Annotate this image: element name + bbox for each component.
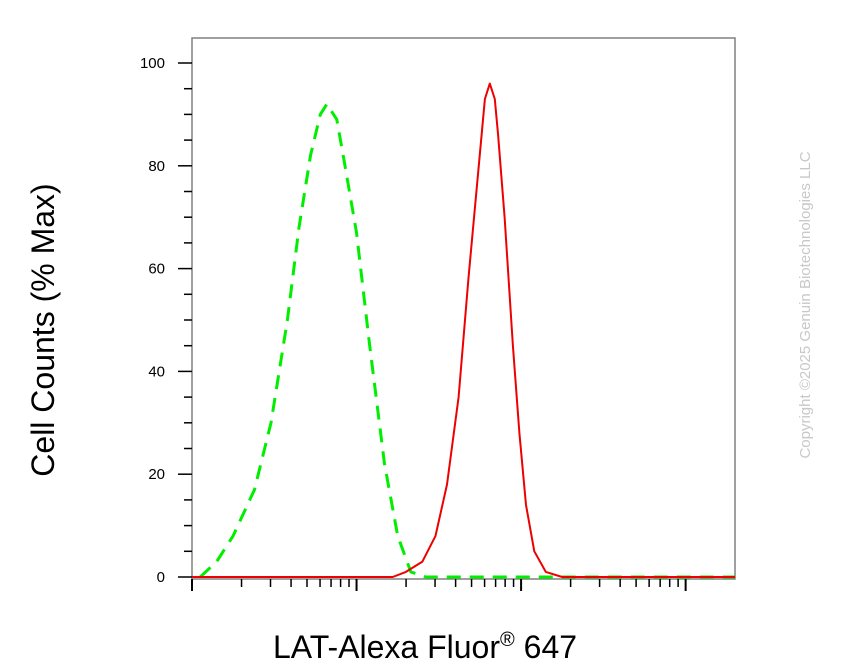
copyright-watermark: Copyright ©2025 Genuin Biotechnologies L…	[797, 151, 814, 458]
x-axis-label-main: LAT-Alexa Fluor	[273, 629, 500, 665]
series-layer	[192, 82, 735, 579]
x-axis-label-tail: 647	[515, 629, 577, 665]
y-tick-label: 60	[148, 261, 165, 278]
control-histogram-line	[199, 102, 735, 579]
y-tick-label: 20	[148, 466, 165, 483]
plot-frame	[191, 37, 736, 580]
x-axis-label: LAT-Alexa Fluor® 647	[273, 629, 577, 665]
y-tick-label: 80	[148, 158, 165, 175]
y-axis-label: Cell Counts (% Max)	[25, 183, 61, 476]
y-tick-label: 0	[157, 569, 165, 586]
y-tick-label: 40	[148, 363, 165, 380]
lat-histogram-line	[192, 82, 735, 578]
x-axis-label-registered: ®	[500, 629, 515, 651]
y-axis: 0 20 40 60 80 100	[140, 55, 192, 586]
x-axis	[191, 579, 687, 591]
y-tick-label: 100	[140, 55, 165, 72]
